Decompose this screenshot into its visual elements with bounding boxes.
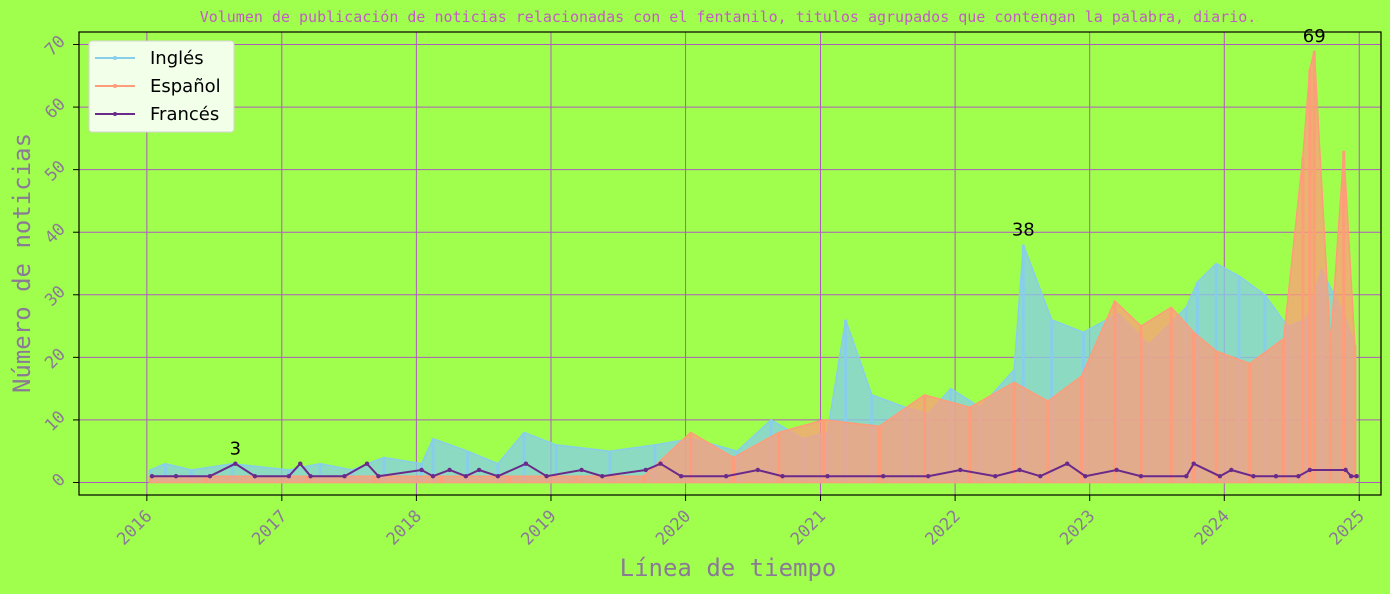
x-tick-label: 2024 — [1191, 506, 1234, 549]
series-point — [523, 461, 529, 466]
x-tick-label: 2020 — [652, 506, 695, 549]
annotation-label: 69 — [1303, 26, 1326, 47]
series-point — [1184, 474, 1189, 479]
x-tick-label: 2017 — [248, 506, 291, 549]
y-tick-label: 20 — [41, 345, 70, 374]
series-point — [364, 461, 370, 466]
series-area — [149, 50, 1356, 484]
x-tick-label: 2016 — [113, 506, 156, 549]
series-layer — [148, 50, 1359, 484]
legend-label: Español — [150, 76, 221, 97]
series-point — [723, 474, 729, 479]
series-point — [579, 467, 584, 473]
annotations: 3 38 69 — [230, 26, 1326, 460]
series-point — [925, 474, 931, 479]
series-point — [678, 474, 684, 479]
series-point — [1138, 474, 1144, 479]
y-tick-label: 0 — [48, 470, 69, 491]
series-point — [342, 474, 347, 479]
series-point — [958, 467, 963, 473]
y-axis-label: Número de noticias — [8, 133, 36, 393]
legend-label: Inglés — [150, 48, 204, 69]
series-1 — [148, 50, 1357, 484]
series-point — [419, 467, 424, 473]
legend-box — [88, 40, 235, 133]
series-point — [755, 467, 761, 473]
series-point — [476, 467, 482, 473]
annotation-label: 3 — [230, 439, 241, 460]
series-point — [495, 474, 501, 479]
y-tick-label: 60 — [41, 94, 70, 123]
annotation-label: 38 — [1012, 220, 1035, 241]
series-point — [600, 474, 605, 479]
series-point — [1354, 474, 1359, 479]
series-point — [1251, 474, 1256, 479]
x-tick-label: 2021 — [787, 506, 830, 549]
series-point — [1114, 467, 1119, 473]
x-tick-label: 2018 — [383, 506, 426, 549]
legend-marker — [113, 56, 117, 60]
series-point — [1307, 467, 1313, 473]
series-point — [173, 474, 179, 479]
x-axis-ticks: 2016 2017 2018 2019 2020 2021 2022 2023 2024 2025 — [113, 495, 1369, 549]
series-point — [233, 461, 238, 466]
series-point — [1273, 474, 1279, 479]
legend: Inglés Español Francés — [88, 40, 235, 133]
x-axis-label: Línea de tiempo — [620, 554, 837, 582]
series-point — [544, 474, 549, 479]
series-point — [643, 467, 648, 473]
series-point — [658, 461, 663, 466]
y-tick-label: 30 — [41, 282, 70, 311]
series-point — [376, 474, 381, 479]
y-tick-label: 70 — [41, 32, 70, 61]
series-point — [149, 474, 155, 479]
y-axis-ticks: 0 10 20 30 40 50 60 70 — [41, 32, 79, 491]
y-tick-label: 10 — [41, 407, 70, 436]
series-point — [447, 467, 452, 473]
series-point — [825, 474, 830, 479]
chart-title: Volumen de publicación de noticias relac… — [200, 8, 1257, 26]
legend-marker — [113, 112, 117, 116]
x-tick-label: 2023 — [1056, 506, 1099, 549]
y-tick-label: 50 — [41, 157, 70, 186]
series-point — [780, 474, 785, 479]
series-point — [463, 474, 469, 479]
series-point — [1217, 474, 1223, 479]
y-tick-label: 40 — [41, 219, 70, 248]
series-point — [1065, 461, 1070, 466]
series-point — [430, 474, 436, 479]
series-point — [881, 474, 886, 479]
plot-frame — [78, 31, 1382, 496]
series-point — [1038, 474, 1043, 479]
series-point — [308, 474, 313, 479]
series-point — [1083, 474, 1088, 479]
x-tick-label: 2025 — [1326, 506, 1369, 549]
series-point — [286, 474, 292, 479]
series-point — [1296, 474, 1301, 479]
legend-label: Francés — [150, 104, 219, 125]
series-point — [207, 474, 213, 479]
series-point — [1017, 467, 1022, 473]
series-point — [1191, 461, 1196, 466]
series-point — [1348, 474, 1354, 479]
series-point — [1343, 467, 1348, 473]
legend-marker — [113, 84, 117, 88]
series-2 — [149, 461, 1359, 479]
x-tick-label: 2019 — [517, 506, 560, 549]
series-point — [252, 474, 258, 479]
series-point — [993, 474, 998, 479]
x-tick-label: 2022 — [922, 506, 965, 549]
series-point — [1229, 467, 1234, 473]
series-point — [298, 461, 303, 466]
